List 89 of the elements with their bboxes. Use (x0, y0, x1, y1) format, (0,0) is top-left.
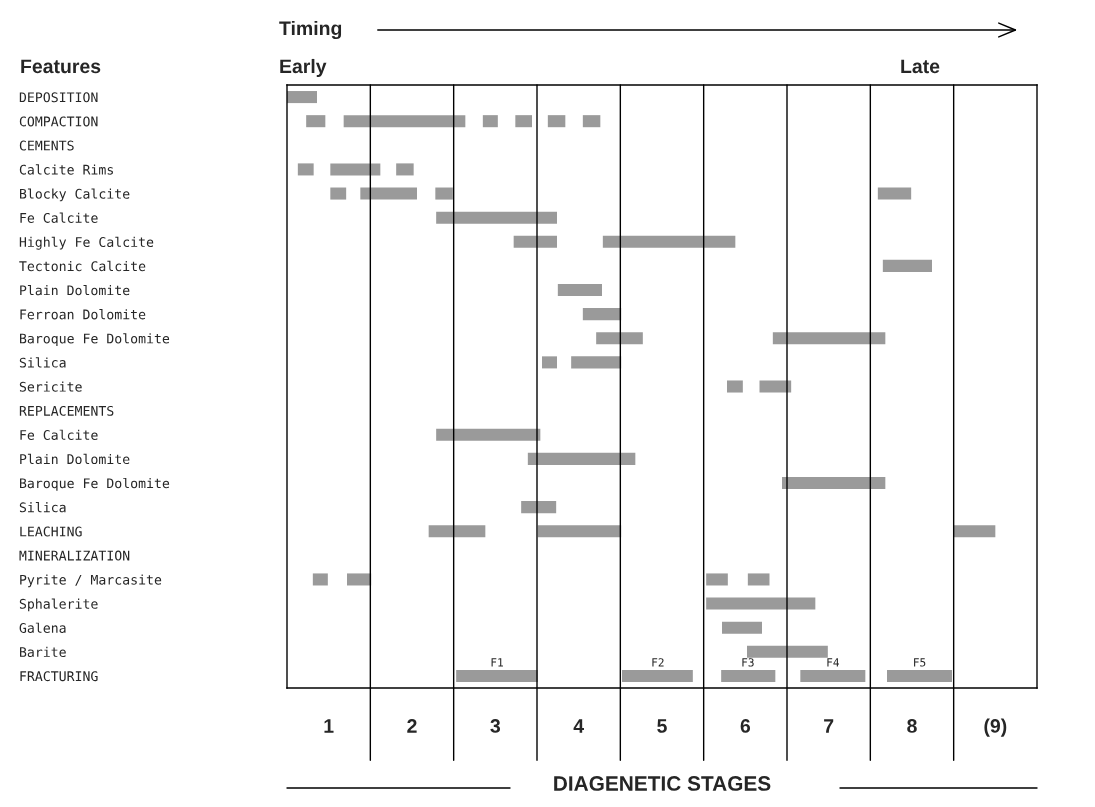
bar (435, 187, 453, 200)
x-tick-label: 4 (573, 719, 584, 733)
bar (330, 163, 381, 176)
bar (759, 380, 792, 393)
bar (722, 621, 762, 634)
y-tick-label: Barite (20, 646, 66, 658)
x-tick-label: (9) (984, 718, 1007, 737)
annotation: F3 (742, 658, 754, 667)
bar (312, 573, 328, 586)
bar (343, 115, 466, 128)
y-tick-label: Sphalerite (19, 598, 98, 612)
bar (330, 187, 347, 200)
y-tick-label: Calcite Rims (19, 164, 113, 175)
bar (747, 573, 770, 586)
bar (347, 573, 372, 586)
bar (537, 525, 622, 538)
x-tick-label: 6 (740, 719, 751, 733)
bar (547, 115, 566, 128)
x-axis-title: DIAGENETIC STAGES (554, 776, 771, 791)
bar (721, 669, 776, 682)
bar (428, 525, 486, 538)
bar (456, 669, 538, 682)
y-tick-label: CEMENTS (19, 140, 74, 151)
bar (882, 259, 932, 272)
y-tick-label: Baroque Fe Dolomite (20, 333, 170, 347)
x-tick-label: 8 (907, 719, 917, 733)
bar (482, 115, 498, 128)
x-tick-label: 2 (407, 719, 417, 733)
y-tick-label: DEPOSITION (19, 92, 98, 103)
text: Early (280, 58, 327, 78)
bar (602, 235, 736, 248)
y-tick-label: Tectonic Calcite (19, 260, 146, 272)
text: Late (901, 59, 940, 74)
bar (287, 91, 317, 104)
bar (877, 187, 912, 200)
x-tick-label: 7 (824, 719, 834, 733)
bar (515, 115, 532, 128)
annotation: F4 (827, 658, 839, 667)
y-tick-label: COMPACTION (19, 116, 98, 127)
bar (513, 235, 557, 248)
y-tick-label: Ferroan Dolomite (20, 309, 146, 320)
bar (527, 452, 636, 465)
bar (706, 597, 816, 610)
y-tick-label: Silica (19, 357, 66, 368)
bar (953, 525, 996, 538)
x-tick-label: 1 (324, 719, 334, 733)
bar (360, 187, 417, 200)
bar (521, 501, 557, 514)
bar (436, 428, 541, 441)
bar (887, 669, 952, 682)
y-tick-label: Baroque Fe Dolomite (20, 477, 170, 491)
y-tick-label: LEACHING (20, 526, 82, 537)
y-tick-label: Plain Dolomite (20, 453, 130, 465)
bar (772, 332, 886, 345)
y-tick-label: MINERALIZATION (19, 550, 130, 561)
bar (727, 380, 743, 393)
bar (706, 573, 728, 586)
y-tick-label: Galena (19, 622, 66, 633)
bar (557, 283, 602, 297)
x-tick-label: 5 (657, 719, 667, 733)
y-tick-label: Blocky Calcite (20, 188, 130, 202)
y-tick-label: FRACTURING (20, 671, 98, 682)
bar (622, 669, 693, 682)
x-tick-label: 3 (490, 719, 501, 733)
bar (596, 332, 643, 345)
bar (747, 645, 828, 658)
y-tick-label: Plain Dolomite (20, 284, 130, 296)
y-tick-label: REPLACEMENTS (19, 405, 114, 416)
bar (542, 356, 557, 369)
bar (306, 115, 326, 128)
y-tick-label: Silica (19, 502, 66, 513)
bar (800, 669, 866, 682)
bar (396, 163, 414, 176)
bar (782, 476, 886, 490)
bar (582, 308, 622, 321)
annotation: F2 (652, 658, 664, 667)
bar (582, 115, 601, 128)
y-tick-label: Fe Calcite (20, 429, 98, 440)
y-tick-label: Highly Fe Calcite (19, 236, 154, 250)
bar (297, 163, 314, 176)
text: Features (21, 59, 101, 74)
annotation: F1 (491, 658, 503, 667)
bar (571, 356, 622, 369)
annotation: F5 (914, 658, 926, 667)
text: Timing (279, 20, 342, 40)
y-tick-label: Sericite (19, 381, 82, 392)
y-tick-label: Fe Calcite (20, 212, 98, 223)
bar (436, 211, 557, 224)
y-tick-label: Pyrite / Marcasite (20, 574, 162, 588)
